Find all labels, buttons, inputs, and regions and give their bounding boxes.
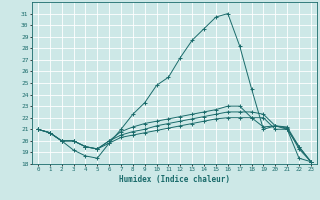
X-axis label: Humidex (Indice chaleur): Humidex (Indice chaleur)	[119, 175, 230, 184]
